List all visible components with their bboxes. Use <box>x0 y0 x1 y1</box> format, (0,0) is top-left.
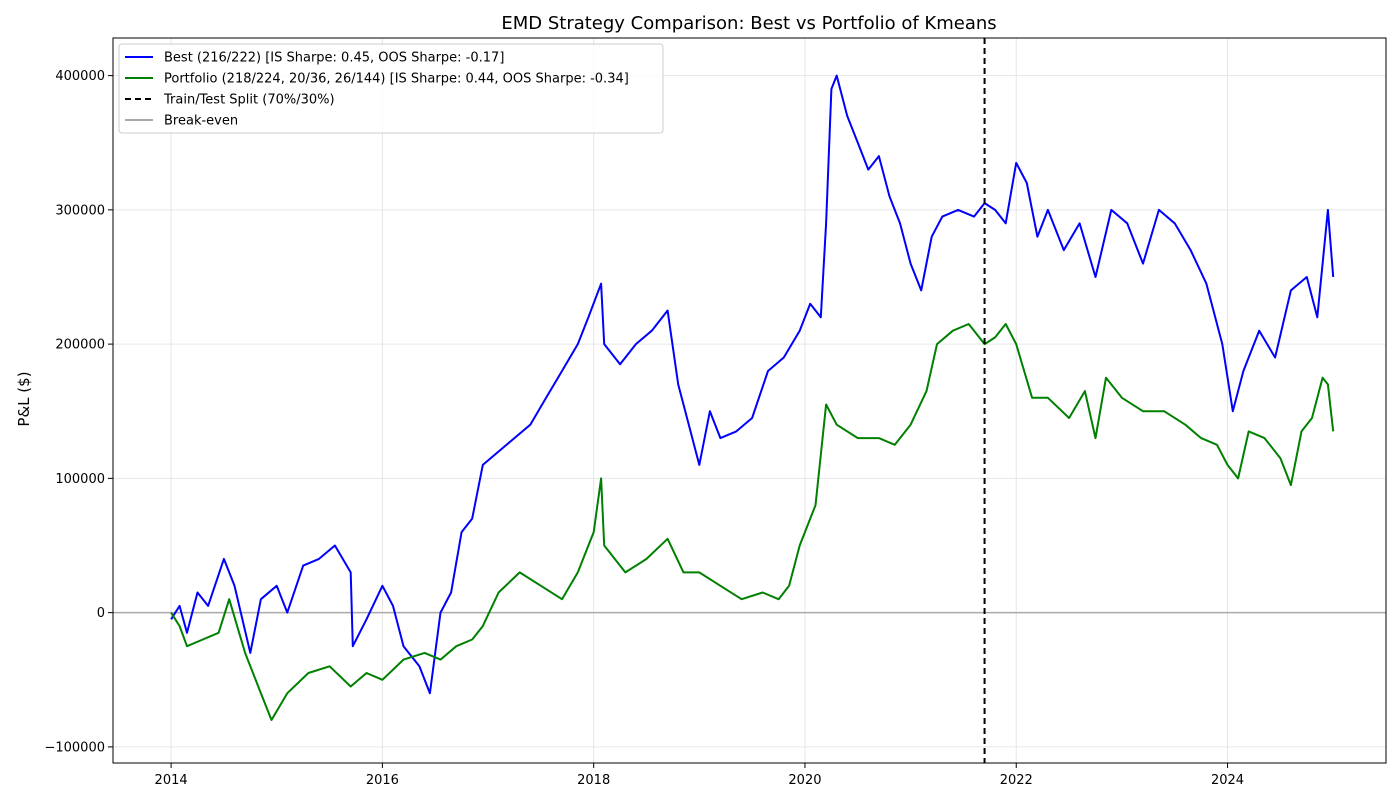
y-tick-label: 300000 <box>55 203 105 218</box>
y-tick-label: 100000 <box>55 472 105 487</box>
y-tick-label: 200000 <box>55 338 105 353</box>
legend-label: Best (216/222) [IS Sharpe: 0.45, OOS Sha… <box>164 51 504 66</box>
x-tick-label: 2014 <box>155 773 188 788</box>
x-axis: 2014 2016 2018 2020 2022 2024 <box>155 763 1244 788</box>
chart-title: EMD Strategy Comparison: Best vs Portfol… <box>501 13 996 34</box>
legend-label: Portfolio (218/224, 20/36, 26/144) [IS S… <box>164 72 629 87</box>
y-tick-label: 400000 <box>55 69 105 84</box>
series-portfolio-line <box>170 323 1335 721</box>
legend: Best (216/222) [IS Sharpe: 0.45, OOS Sha… <box>118 43 664 134</box>
y-axis: −100000 0 100000 200000 300000 400000 <box>44 69 113 755</box>
y-tick-label: −100000 <box>44 740 105 755</box>
legend-label: Train/Test Split (70%/30%) <box>163 93 335 108</box>
x-tick-label: 2018 <box>577 773 610 788</box>
legend-box <box>118 43 664 134</box>
x-tick-label: 2020 <box>788 773 821 788</box>
y-axis-label: P&L ($) <box>15 371 33 426</box>
series-best-line <box>170 74 1335 695</box>
y-tick-label: 0 <box>97 606 105 621</box>
legend-label: Break-even <box>164 114 238 129</box>
x-tick-label: 2022 <box>1000 773 1033 788</box>
plot-frame <box>112 37 1387 764</box>
series-layer <box>170 74 1335 721</box>
x-tick-label: 2024 <box>1211 773 1244 788</box>
x-tick-label: 2016 <box>366 773 399 788</box>
